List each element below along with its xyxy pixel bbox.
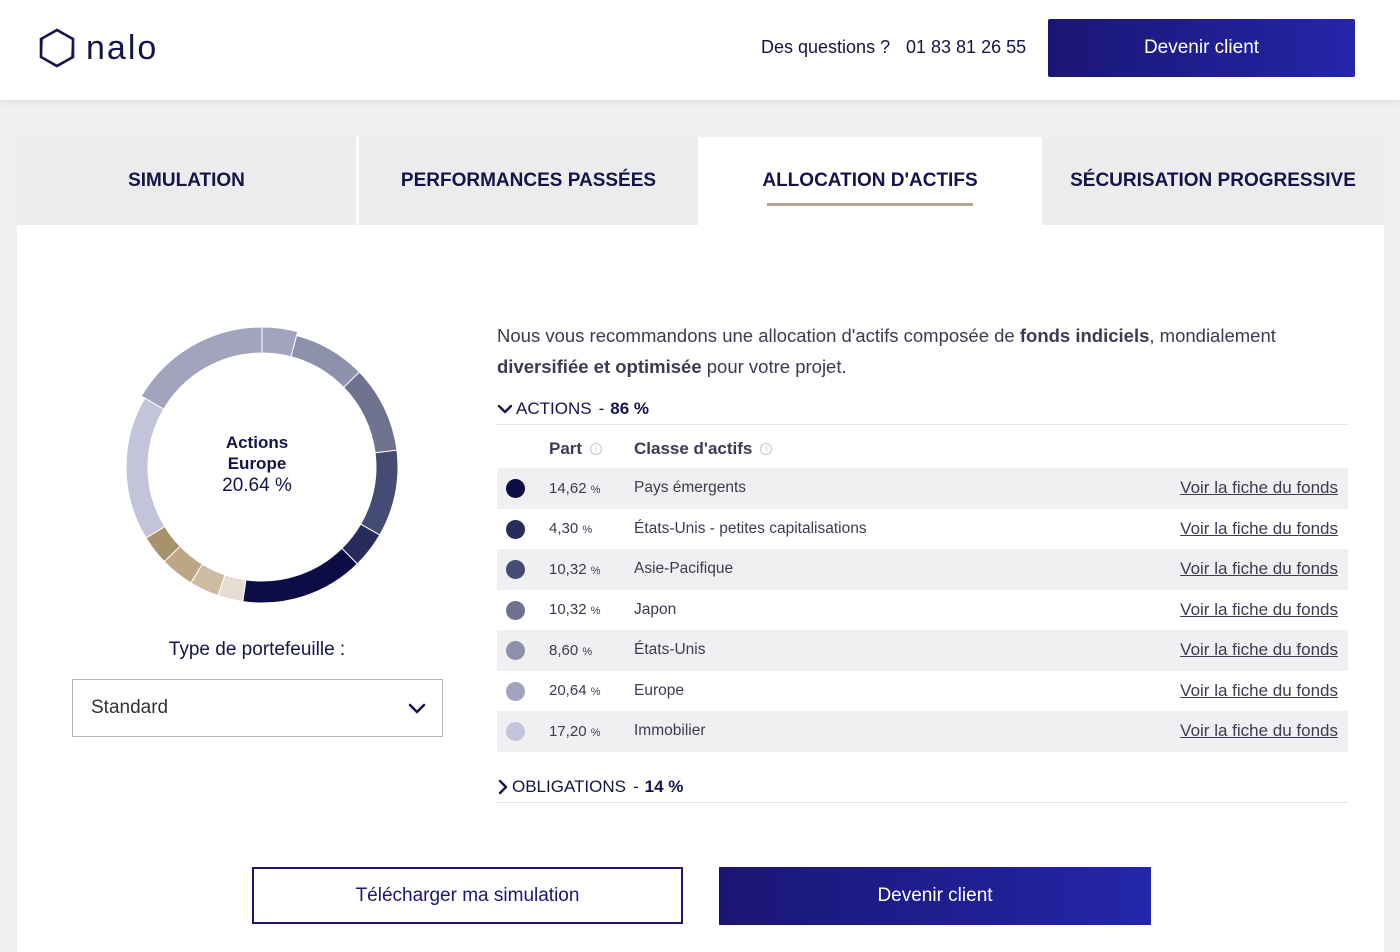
asset-class: États-Unis - petites capitalisations: [634, 519, 867, 537]
allocation-intro-text: Nous vous recommandons une allocation d'…: [497, 320, 1317, 382]
donut-segment[interactable]: [342, 371, 398, 454]
table-row: 10,32 % Asie-Pacifique Voir la fiche du fo…: [497, 549, 1348, 590]
simulation-card: SIMULATION PERFORMANCES PASSÉES ALLOCATI…: [17, 137, 1384, 952]
download-simulation-button[interactable]: Télécharger ma simulation: [252, 867, 683, 924]
part-value: 4,30 %: [549, 520, 593, 538]
top-header: nalo Des questions ? 01 83 81 26 55 Deve…: [0, 0, 1400, 100]
portfolio-type-select[interactable]: Standard: [72, 679, 443, 737]
intro-part3: pour votre projet.: [701, 356, 847, 377]
donut-segment[interactable]: [125, 397, 166, 539]
color-dot: [506, 600, 525, 620]
asset-class: Asie-Pacifique: [634, 560, 734, 578]
donut-segment[interactable]: [360, 449, 399, 536]
tab-performances[interactable]: PERFORMANCES PASSÉES: [359, 137, 698, 225]
chevron-down-icon: [497, 404, 513, 414]
column-header-class: Classe d'actifs i: [634, 439, 773, 459]
part-value: 8,60 %: [549, 641, 593, 659]
part-value: 10,32 %: [549, 601, 601, 619]
active-tab-indicator: [767, 203, 973, 206]
asset-class: Pays émergents: [634, 479, 746, 497]
color-dot: [506, 722, 525, 741]
actions-separator: -: [598, 399, 605, 418]
actions-label: ACTIONS: [516, 399, 592, 418]
obligations-label: OBLIGATIONS: [512, 777, 626, 796]
asset-class: Immobilier: [634, 722, 706, 740]
donut-center-label: Actions Europe 20.64 %: [177, 432, 337, 497]
phone-number[interactable]: 01 83 81 26 55: [906, 37, 1027, 57]
actions-section-toggle[interactable]: ACTIONS - 86 %: [497, 396, 649, 422]
asset-class: États-Unis: [634, 641, 706, 659]
table-row: 8,60 % États-Unis Voir la fiche du fonds: [497, 630, 1348, 671]
tab-securisation[interactable]: SÉCURISATION PROGRESSIVE: [1042, 137, 1384, 225]
info-icon[interactable]: i: [590, 443, 603, 455]
column-header-part: Part i: [549, 439, 603, 459]
column-part-label: Part: [549, 439, 583, 458]
portfolio-type-label: Type de portefeuille :: [168, 639, 346, 660]
europe-segment[interactable]: [140, 326, 263, 410]
chevron-right-icon: [498, 779, 508, 795]
allocation-table: 14,62 % Pays émergents Voir la fiche du fo…: [497, 468, 1348, 752]
donut-segment[interactable]: [242, 547, 359, 604]
allocation-donut-chart[interactable]: [117, 322, 407, 612]
become-client-button[interactable]: Devenir client: [719, 867, 1151, 925]
table-row: 14,62 % Pays émergents Voir la fiche du fo…: [497, 468, 1348, 509]
fund-sheet-link[interactable]: Voir la fiche du fonds: [1180, 478, 1338, 498]
tab-bar: SIMULATION PERFORMANCES PASSÉES ALLOCATI…: [17, 137, 1384, 225]
questions-text: Des questions ?: [761, 37, 891, 57]
obligations-section-toggle[interactable]: OBLIGATIONS - 14 %: [497, 774, 683, 800]
actions-percentage: 86 %: [610, 399, 649, 418]
tab-allocation-label: ALLOCATION D'ACTIFS: [762, 170, 978, 191]
hexagon-logo-icon: [39, 28, 75, 68]
fund-sheet-link[interactable]: Voir la fiche du fonds: [1180, 680, 1338, 700]
asset-class: Europe: [634, 681, 684, 699]
part-value: 17,20 %: [549, 722, 601, 740]
fund-sheet-link[interactable]: Voir la fiche du fonds: [1180, 559, 1338, 579]
donut-segment[interactable]: [290, 334, 361, 389]
table-row: 20,64 % Europe Voir la fiche du fonds: [497, 671, 1348, 712]
intro-part1: Nous vous recommandons une allocation d'…: [497, 325, 1020, 346]
divider: [497, 424, 1348, 425]
column-class-label: Classe d'actifs: [634, 439, 753, 458]
table-row: 4,30 % États-Unis - petites capitalisatio…: [497, 509, 1348, 550]
obligations-percentage: 14 %: [644, 777, 684, 796]
donut-center-title-line1: Actions: [225, 433, 289, 452]
part-value: 14,62 %: [549, 479, 601, 497]
donut-center-title-line2: Europe: [227, 454, 287, 473]
color-dot: [506, 560, 525, 579]
obligations-separator: -: [633, 777, 639, 796]
color-dot: [506, 519, 525, 539]
table-row: 10,32 % Japon Voir la fiche du fonds: [497, 590, 1348, 631]
header-become-client-button[interactable]: Devenir client: [1048, 19, 1355, 77]
portfolio-type-value: Standard: [91, 697, 169, 718]
fund-sheet-link[interactable]: Voir la fiche du fonds: [1180, 721, 1338, 741]
divider: [497, 802, 1348, 803]
intro-part2: , mondialement: [1149, 325, 1276, 346]
color-dot: [506, 479, 525, 498]
asset-class: Japon: [634, 600, 677, 618]
part-value: 20,64 %: [549, 682, 601, 700]
chevron-down-icon: [408, 703, 426, 714]
part-value: 10,32 %: [549, 560, 601, 578]
donut-center-value: 20.64 %: [222, 475, 292, 496]
fund-sheet-link[interactable]: Voir la fiche du fonds: [1180, 599, 1338, 619]
fund-sheet-link[interactable]: Voir la fiche du fonds: [1180, 518, 1338, 538]
fund-sheet-link[interactable]: Voir la fiche du fonds: [1180, 640, 1338, 660]
intro-bold1: fonds indiciels: [1019, 325, 1150, 346]
nalo-logo[interactable]: nalo: [38, 28, 158, 68]
color-dot: [506, 681, 525, 701]
tab-simulation[interactable]: SIMULATION: [17, 137, 356, 225]
color-dot: [506, 641, 525, 660]
intro-bold2: diversifiée et optimisée: [497, 356, 702, 377]
info-icon[interactable]: i: [760, 443, 773, 455]
tab-allocation[interactable]: ALLOCATION D'ACTIFS: [698, 137, 1042, 225]
logo-text: nalo: [86, 28, 159, 67]
table-row: 17,20 % Immobilier Voir la fiche du fonds: [497, 711, 1348, 752]
